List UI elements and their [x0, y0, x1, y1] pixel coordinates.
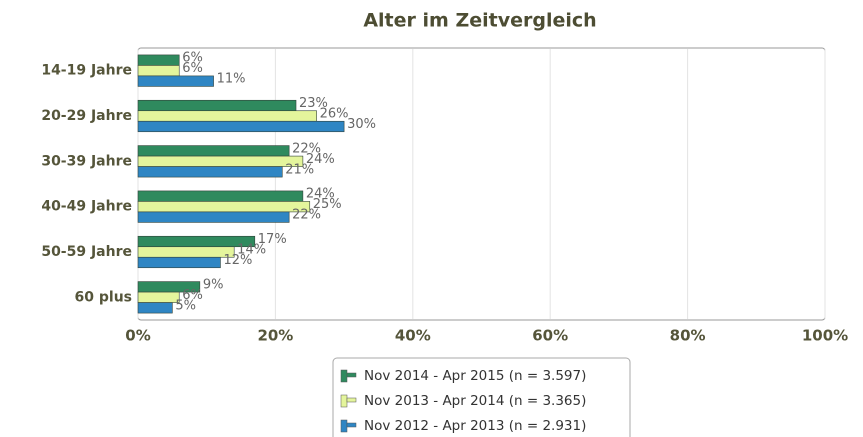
bar: [137, 166, 283, 178]
bar: [137, 145, 290, 157]
bar: [137, 291, 180, 303]
legend-swatch: [346, 372, 357, 378]
value-label: 21%: [285, 162, 314, 177]
bar: [137, 256, 221, 269]
value-label: 6%: [182, 51, 203, 66]
y-tick-label: 30-39 Jahre: [41, 153, 132, 169]
value-label: 17%: [258, 232, 287, 247]
x-tick-label: 40%: [395, 327, 431, 345]
value-label: 24%: [306, 187, 335, 202]
legend-swatch: [346, 422, 357, 428]
bar: [137, 201, 311, 213]
bar: [137, 190, 304, 202]
legend-label: Nov 2014 - Apr 2015 (n = 3.597): [364, 368, 586, 384]
y-tick-label: 40-49 Jahre: [41, 199, 132, 215]
bar: [137, 302, 173, 314]
value-label: 12%: [223, 253, 252, 268]
value-label: 30%: [347, 117, 376, 132]
bar: [137, 155, 304, 167]
value-label: 22%: [292, 208, 321, 223]
value-label: 6%: [182, 61, 203, 76]
value-label: 11%: [217, 72, 246, 87]
legend-label: Nov 2012 - Apr 2013 (n = 2.931): [364, 418, 586, 434]
bar: [137, 54, 180, 66]
chart-title: Alter im Zeitvergleich: [363, 10, 596, 32]
bar: [137, 110, 317, 122]
plot-area: [137, 47, 826, 321]
value-label: 5%: [175, 298, 196, 313]
bar: [137, 120, 345, 133]
x-tick-label: 0%: [125, 327, 150, 345]
legend-label: Nov 2013 - Apr 2014 (n = 3.365): [364, 393, 586, 409]
x-tick-label: 100%: [802, 327, 848, 345]
legend-swatch: [340, 394, 348, 408]
legend-swatch: [346, 397, 357, 403]
value-label: 26%: [320, 107, 349, 122]
value-label: 24%: [306, 152, 335, 167]
bar: [137, 65, 180, 77]
legend-swatch: [340, 369, 348, 383]
value-label: 9%: [203, 277, 224, 292]
legend-box: [332, 357, 631, 437]
x-tick-label: 80%: [670, 327, 706, 345]
value-label: 22%: [292, 141, 321, 156]
x-tick-label: 60%: [532, 327, 568, 345]
value-label: 25%: [313, 197, 342, 212]
value-label: 6%: [182, 288, 203, 303]
bar: [137, 211, 290, 223]
y-tick-label: 14-19 Jahre: [41, 63, 132, 79]
x-tick-label: 20%: [257, 327, 293, 345]
value-label: 14%: [237, 243, 266, 258]
bar: [137, 99, 297, 112]
bar: [137, 75, 214, 87]
value-label: 23%: [299, 96, 328, 111]
bar: [137, 246, 235, 258]
legend-swatch: [340, 419, 348, 433]
y-tick-label: 60 plus: [75, 289, 132, 305]
y-tick-label: 50-59 Jahre: [41, 244, 132, 260]
y-tick-label: 20-29 Jahre: [41, 108, 132, 124]
